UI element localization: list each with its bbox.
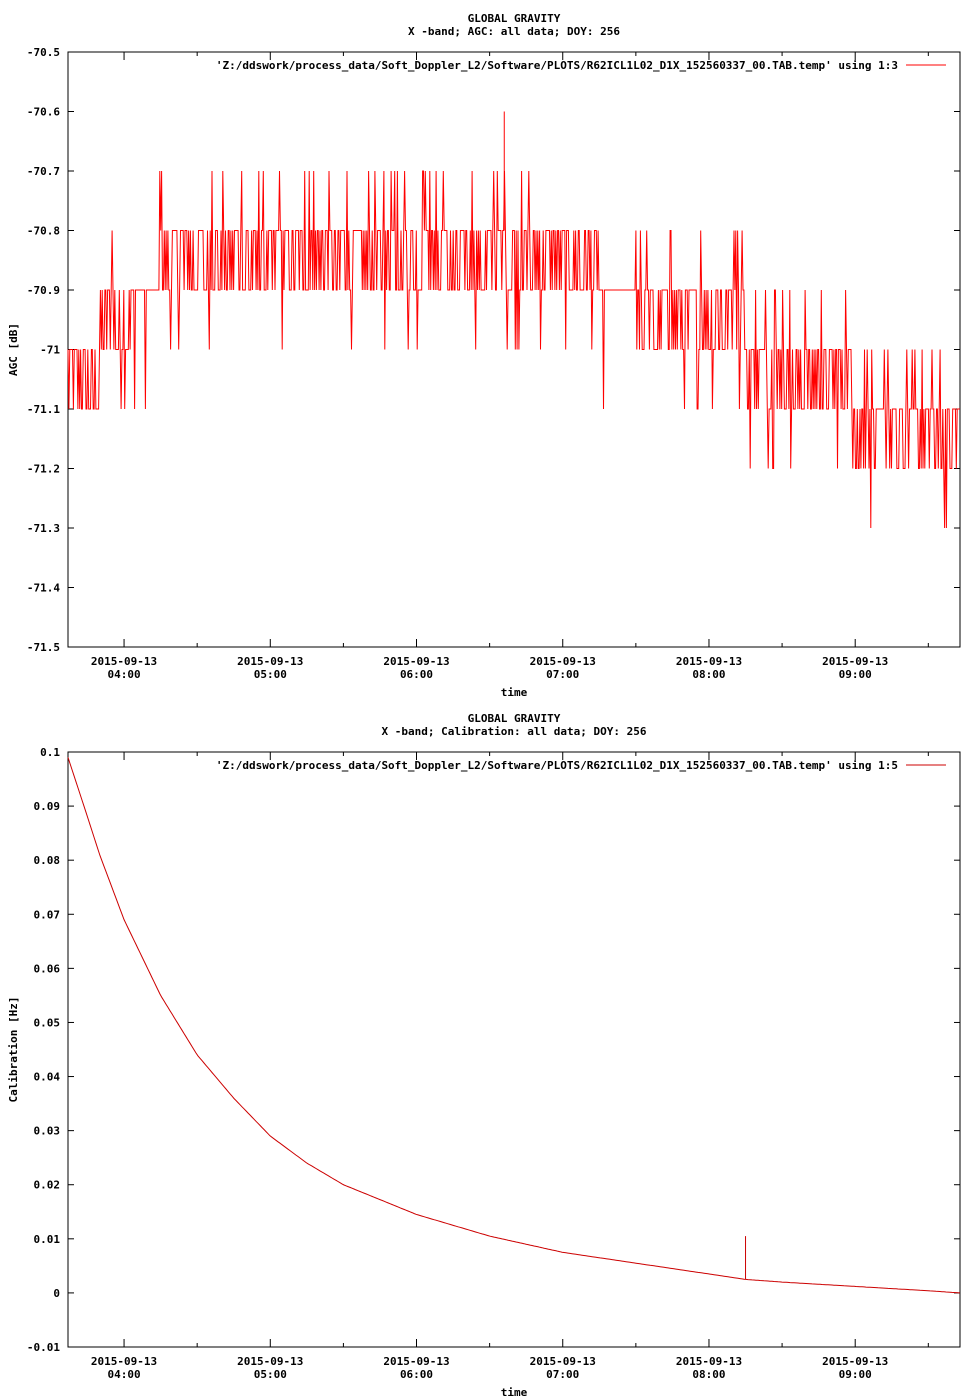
x-tick-time: 04:00 xyxy=(107,1368,140,1381)
y-tick-label: -71.4 xyxy=(27,582,60,595)
y-tick-label: 0.1 xyxy=(40,746,60,759)
y-tick-label: -70.6 xyxy=(27,106,60,119)
y-tick-label: -71 xyxy=(40,344,60,357)
y-tick-label: 0.01 xyxy=(34,1233,61,1246)
y-tick-label: 0.08 xyxy=(34,854,61,867)
y-tick-label: -70.8 xyxy=(27,225,60,238)
y-tick-label: 0.04 xyxy=(34,1071,61,1084)
y-tick-label: -70.9 xyxy=(27,284,60,297)
x-tick-time: 07:00 xyxy=(546,668,579,681)
y-tick-label: 0.05 xyxy=(34,1016,61,1029)
series-line xyxy=(67,170,960,529)
y-tick-label: -71.3 xyxy=(27,522,60,535)
y-tick-label: 0.07 xyxy=(34,908,61,921)
x-tick-time: 05:00 xyxy=(254,1368,287,1381)
x-tick-date: 2015-09-13 xyxy=(91,655,157,668)
y-tick-label: -0.01 xyxy=(27,1341,60,1354)
x-tick-date: 2015-09-13 xyxy=(91,1355,157,1368)
x-tick-time: 04:00 xyxy=(107,668,140,681)
y-tick-label: -70.5 xyxy=(27,46,60,59)
y-tick-label: 0.03 xyxy=(34,1125,61,1138)
y-tick-label: -71.5 xyxy=(27,641,60,654)
x-tick-time: 07:00 xyxy=(546,1368,579,1381)
x-tick-date: 2015-09-13 xyxy=(676,655,742,668)
x-tick-date: 2015-09-13 xyxy=(676,1355,742,1368)
legend-label: 'Z:/ddswork/process_data/Soft_Doppler_L2… xyxy=(216,59,898,72)
x-tick-date: 2015-09-13 xyxy=(237,655,303,668)
x-tick-date: 2015-09-13 xyxy=(822,1355,888,1368)
chart-title: GLOBAL GRAVITY xyxy=(468,712,561,725)
y-tick-label: 0.06 xyxy=(34,962,61,975)
x-tick-time: 06:00 xyxy=(400,668,433,681)
y-tick-label: -71.2 xyxy=(27,463,60,476)
x-tick-time: 09:00 xyxy=(839,668,872,681)
x-tick-date: 2015-09-13 xyxy=(530,1355,596,1368)
x-tick-date: 2015-09-13 xyxy=(530,655,596,668)
x-tick-date: 2015-09-13 xyxy=(383,655,449,668)
legend-label: 'Z:/ddswork/process_data/Soft_Doppler_L2… xyxy=(216,759,898,772)
y-tick-label: 0.02 xyxy=(34,1179,61,1192)
x-tick-time: 08:00 xyxy=(692,1368,725,1381)
y-tick-label: 0 xyxy=(53,1287,60,1300)
x-tick-date: 2015-09-13 xyxy=(383,1355,449,1368)
y-tick-label: 0.09 xyxy=(34,800,61,813)
series-line xyxy=(67,757,961,1294)
x-tick-time: 05:00 xyxy=(254,668,287,681)
x-tick-time: 06:00 xyxy=(400,1368,433,1381)
x-tick-date: 2015-09-13 xyxy=(237,1355,303,1368)
y-tick-label: -71.1 xyxy=(27,403,60,416)
y-axis-label: AGC [dB] xyxy=(7,323,20,376)
x-axis-label: time xyxy=(501,686,528,699)
plot-frame xyxy=(67,751,961,1348)
x-tick-time: 09:00 xyxy=(839,1368,872,1381)
y-axis-label: Calibration [Hz] xyxy=(7,997,20,1103)
chart-subtitle: X -band; AGC: all data; DOY: 256 xyxy=(408,25,620,38)
chart-title: GLOBAL GRAVITY xyxy=(468,12,561,25)
x-tick-time: 08:00 xyxy=(692,668,725,681)
chart-subtitle: X -band; Calibration: all data; DOY: 256 xyxy=(382,725,647,738)
y-tick-label: -70.7 xyxy=(27,165,60,178)
x-axis-label: time xyxy=(501,1386,528,1399)
x-tick-date: 2015-09-13 xyxy=(822,655,888,668)
